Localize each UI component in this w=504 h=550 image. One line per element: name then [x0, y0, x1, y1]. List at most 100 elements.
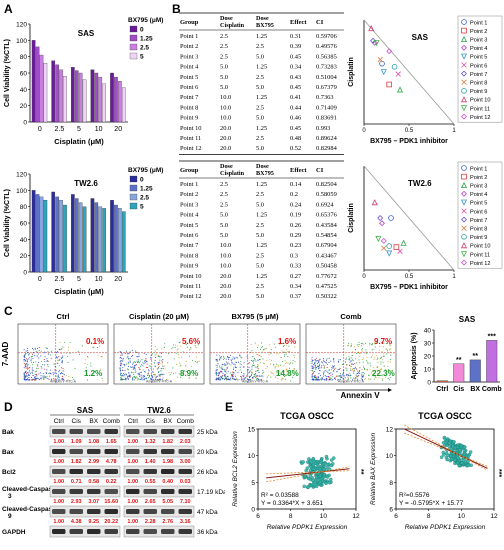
flow-event [124, 374, 126, 376]
bar [51, 60, 56, 123]
western-ratio: 1.65 [106, 439, 117, 445]
flow-event [314, 375, 316, 377]
flow-event [288, 345, 290, 347]
flow-event [128, 357, 130, 359]
flow-event [328, 379, 331, 381]
flow-event [161, 360, 163, 362]
western-ratio: 1.00 [127, 439, 138, 445]
flow-event [379, 369, 381, 371]
flow-event [339, 378, 341, 380]
scatter-point [315, 459, 320, 464]
flow-event [35, 376, 37, 378]
iso-point [461, 173, 467, 180]
flow-event [140, 374, 142, 376]
flow-event [248, 376, 251, 379]
flow-event [134, 368, 136, 370]
flow-event [38, 373, 40, 375]
flow-event [332, 366, 334, 368]
flow-event [63, 374, 65, 376]
table-cell: 10.0 [220, 94, 231, 101]
flow-event [25, 353, 27, 355]
table-cell: 1.25 [256, 125, 267, 132]
flow-event [154, 350, 156, 352]
flow-event [356, 375, 358, 377]
table-cell: Point 9 [180, 115, 198, 122]
flow-event [232, 376, 234, 378]
flow-event [357, 370, 359, 372]
flow-event [359, 362, 361, 364]
flow-event [25, 360, 27, 362]
flow-event [375, 370, 377, 372]
flow-event [355, 367, 357, 369]
table-cell: 0.67379 [316, 84, 337, 91]
flow-event [119, 351, 121, 353]
table-cell: 0.27 [290, 273, 302, 280]
flow-event [143, 374, 145, 376]
flow-event [189, 376, 191, 379]
flow-event [363, 367, 366, 369]
flow-event [363, 373, 366, 375]
iso-legend-label: Point 4 [470, 46, 487, 52]
flow-event [237, 372, 239, 374]
iso-point [386, 250, 393, 257]
iso-tick-label: 0.5 [405, 274, 414, 280]
flow-event [232, 356, 234, 358]
flow-event [119, 357, 121, 359]
flow-event [174, 346, 176, 349]
western-ratio: 2.76 [162, 519, 173, 525]
flow-event [342, 374, 344, 376]
bar [114, 76, 118, 123]
western-lane-label: Cis [72, 418, 82, 425]
flow-event [251, 368, 253, 370]
flow-event [122, 359, 124, 361]
scatter-point [304, 468, 308, 473]
flow-event [376, 354, 378, 357]
flow-event [352, 351, 354, 353]
flow-event [219, 376, 221, 378]
western-protein-label: 9 [8, 513, 12, 520]
legend-swatch [129, 175, 138, 183]
flow-event [157, 356, 159, 358]
flow-event [182, 373, 184, 375]
flow-event [159, 363, 161, 365]
western-lane-label: BX [89, 418, 98, 425]
x-tick-label: 2.5 [55, 276, 65, 283]
scatter-title: TCGA OSCC [418, 411, 472, 421]
flow-event [219, 379, 221, 381]
flow-event [142, 379, 144, 381]
flow-event [25, 373, 28, 375]
scatter-ci-line [266, 466, 350, 483]
table-cell: 0.43584 [316, 222, 338, 229]
bar [71, 194, 75, 273]
iso-tick-label: 0 [362, 128, 366, 134]
flow-event [261, 356, 263, 358]
western-ratio: 1.08 [88, 439, 99, 445]
flow-event [367, 361, 369, 363]
flow-event [387, 365, 389, 367]
flow-event [137, 360, 139, 363]
flow-event [134, 366, 136, 368]
flow-event [273, 343, 275, 345]
flow-ur-percent: 5.6% [182, 337, 200, 346]
flow-event [319, 378, 321, 380]
table-header: Effect [290, 19, 307, 26]
flow-event [34, 377, 36, 379]
flow-event [58, 348, 60, 351]
flow-event [318, 365, 320, 367]
table-cell: Point 11 [180, 283, 201, 290]
flow-event [357, 372, 359, 374]
flow-event [346, 364, 348, 366]
flow-event [162, 377, 164, 379]
flow-event [32, 364, 34, 366]
table-cell: Point 4 [180, 64, 199, 71]
iso-y-label: Cisplatin [348, 57, 355, 87]
western-ratio: 3.07 [88, 499, 99, 505]
flow-event [326, 370, 328, 372]
scatter-point [462, 452, 467, 457]
flow-event [224, 376, 226, 378]
flow-event [49, 369, 51, 371]
flow-event [348, 358, 350, 360]
flow-event [29, 356, 31, 358]
flow-event [357, 372, 360, 374]
